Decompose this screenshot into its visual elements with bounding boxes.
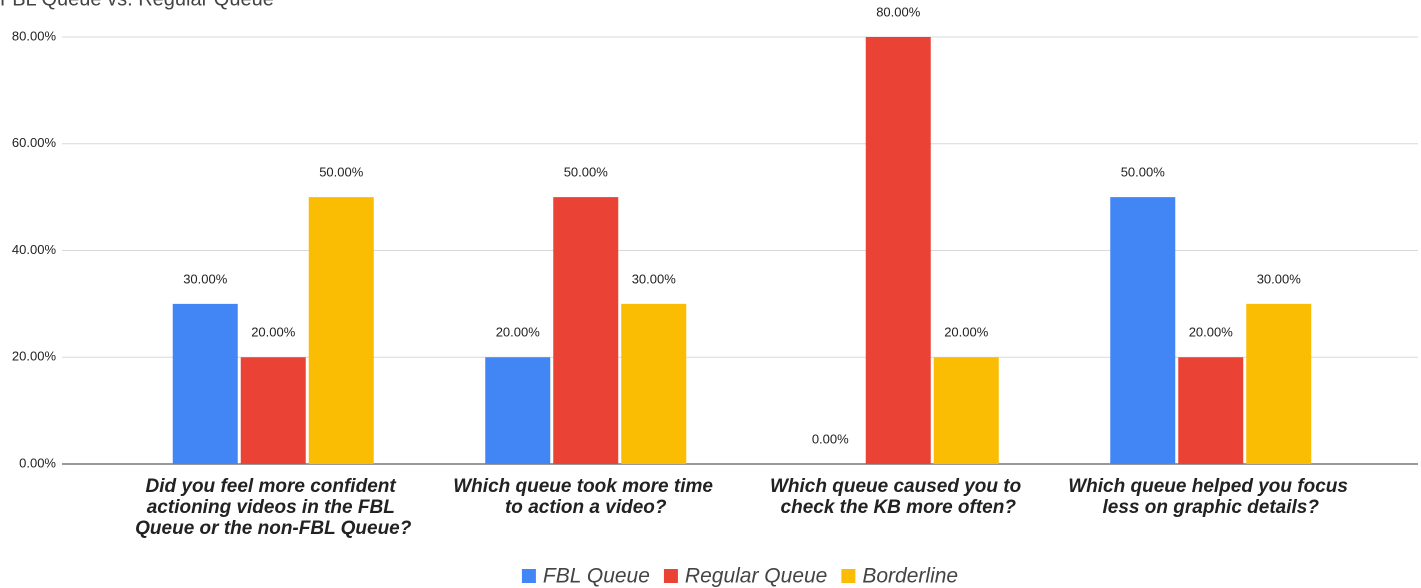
data-label: 20.00% [251, 325, 296, 340]
y-tick-label: 0.00% [19, 455, 56, 470]
bar [308, 197, 374, 464]
legend-label: Regular Queue [685, 565, 827, 588]
data-label: 0.00% [812, 431, 849, 446]
bar [933, 357, 999, 464]
y-tick-label: 20.00% [12, 349, 57, 364]
data-label: 20.00% [944, 325, 989, 340]
y-tick-label: 80.00% [12, 28, 57, 43]
data-label: 50.00% [319, 165, 364, 180]
data-label: 30.00% [632, 271, 677, 286]
bar [621, 303, 687, 464]
data-label: 80.00% [876, 4, 921, 19]
legend-swatch [663, 569, 678, 583]
legend-swatch [841, 569, 856, 583]
data-label: 20.00% [1189, 325, 1234, 340]
bar [553, 197, 619, 464]
data-label: 30.00% [1257, 271, 1302, 286]
bar [485, 357, 551, 464]
data-label: 20.00% [496, 325, 541, 340]
data-label: 50.00% [564, 165, 609, 180]
bar [1178, 357, 1244, 464]
bar [1246, 303, 1312, 464]
bar [240, 357, 306, 464]
legend-label: Borderline [862, 565, 958, 588]
data-label: 30.00% [183, 271, 228, 286]
x-tick-label: Did you feel more confident actioning vi… [135, 476, 412, 539]
y-tick-label: 60.00% [12, 135, 57, 150]
legend: FBL Queue Regular Queue Borderline [521, 565, 958, 588]
legend-swatch [521, 569, 536, 583]
bar [865, 37, 931, 464]
bar [172, 303, 238, 464]
chart-title: FBL Queue vs. Regular Queue [0, 0, 274, 10]
x-tick-label: Which queue took more time to action a v… [453, 476, 718, 518]
legend-label: FBL Queue [543, 565, 650, 588]
x-tick-label: Which queue helped you focus less on gra… [1068, 476, 1353, 518]
y-tick-label: 40.00% [12, 242, 57, 257]
bar [1110, 197, 1176, 464]
x-tick-label: Which queue caused you to check the KB m… [770, 476, 1027, 518]
data-label: 50.00% [1121, 165, 1166, 180]
